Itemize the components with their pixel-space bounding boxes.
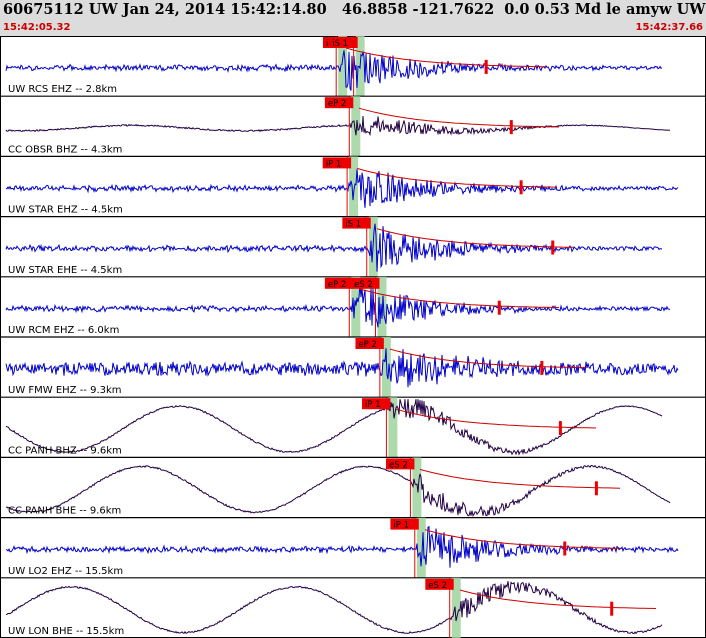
coda-fit-curve <box>395 408 597 429</box>
coda-duration-marker <box>519 180 523 195</box>
trace-row[interactable]: eP 2 eS 2 UW RCM EHZ -- 6.0km <box>5 276 671 337</box>
phase-pick-label: eS 2 <box>354 280 373 290</box>
phase-pick-label: eS 2 <box>389 460 408 470</box>
station-label: CC OBSR BHZ -- 4.3km <box>8 144 122 155</box>
phase-pick-flag[interactable] <box>386 458 415 470</box>
coda-duration-marker <box>610 601 614 616</box>
coda-fit-curve <box>345 47 547 68</box>
amplitude-window-band <box>349 156 359 217</box>
trace-row[interactable]: eS 2 UW LON BHE -- 15.5km <box>5 577 663 638</box>
coda-fit-curve <box>376 228 574 248</box>
coda-duration-marker <box>540 360 544 375</box>
station-label: UW STAR EHZ -- 4.5km <box>8 205 123 216</box>
phase-pick-label: iS 1 <box>332 39 348 49</box>
waveform-trace <box>5 581 663 635</box>
phase-pick-label: iS 1 <box>345 220 361 230</box>
trace-row[interactable]: iP 1 UW STAR EHZ -- 4.5km <box>5 156 679 217</box>
waveform-trace <box>5 399 663 456</box>
coda-fit-curve <box>459 589 657 609</box>
trace-row[interactable]: iS 1 UW STAR EHE -- 4.5km <box>5 216 663 277</box>
waveform-trace <box>5 284 671 328</box>
coda-duration-marker <box>551 240 555 255</box>
amplitude-window-band <box>351 96 361 157</box>
phase-pick-label: eP 2 <box>328 99 346 109</box>
coda-fit-curve <box>419 468 621 489</box>
phase-pick-label: iP 1 <box>326 159 342 169</box>
waveform-trace <box>5 169 679 208</box>
station-label: UW RCS EHZ -- 2.8km <box>8 84 117 95</box>
station-label: CC PANH BHZ -- 9.6km <box>8 445 122 456</box>
amplitude-window-band <box>388 397 398 458</box>
phase-pick-flag[interactable] <box>342 217 371 229</box>
trace-row[interactable]: iP 1 CC PANH BHZ -- 9.6km <box>5 397 663 458</box>
station-label: CC PANH BHE -- 9.6km <box>8 506 121 517</box>
coda-fit-curve <box>356 167 558 188</box>
phase-pick-flag[interactable] <box>425 578 454 590</box>
station-label: UW LON BHE -- 15.5km <box>8 626 124 637</box>
event-summary-title: 60675112 UW Jan 24, 2014 15:42:14.80 46.… <box>3 1 706 18</box>
phase-pick-flag[interactable] <box>351 277 380 289</box>
coda-fit-curve <box>358 288 560 309</box>
waveform-trace <box>5 348 679 388</box>
window-end-time: 15:42:37.66 <box>635 22 703 33</box>
coda-fit-curve <box>424 529 622 549</box>
phase-pick-flag[interactable] <box>322 157 352 169</box>
coda-duration-marker <box>563 541 567 556</box>
trace-row[interactable]: iP 1 UW LO2 EHZ -- 15.5km <box>5 517 679 578</box>
phase-pick-label: eP 2 <box>328 280 346 290</box>
waveform-trace <box>5 115 670 137</box>
coda-fit-curve <box>358 107 560 128</box>
station-label: UW FMW EHZ -- 9.3km <box>8 385 122 396</box>
trace-row[interactable]: eS 2 CC PANH BHE -- 9.6km <box>6 457 671 518</box>
phase-pick-flag[interactable] <box>329 37 358 48</box>
trace-row[interactable]: eP 2 CC OBSR BHZ -- 4.3km <box>5 96 670 157</box>
phase-pick-flag[interactable] <box>324 277 354 289</box>
amplitude-window-band <box>351 276 361 337</box>
coda-duration-marker <box>558 421 562 436</box>
amplitude-window-band <box>338 36 348 97</box>
window-start-time: 15:42:05.32 <box>3 22 71 33</box>
coda-duration-marker <box>509 120 513 135</box>
coda-duration-marker <box>484 59 488 74</box>
station-label: UW STAR EHE -- 4.5km <box>8 265 122 276</box>
phase-pick-label: eP 2 <box>358 340 376 350</box>
phase-pick-flag[interactable] <box>362 398 391 410</box>
coda-duration-marker <box>497 300 501 315</box>
phase-pick-label: iP 1 <box>393 521 409 531</box>
trace-row[interactable]: eP 2 UW FMW EHZ -- 9.3km <box>5 337 679 398</box>
phase-pick-label: iP 1 <box>365 400 381 410</box>
event-header: 60675112 UW Jan 24, 2014 15:42:14.80 46.… <box>0 0 706 36</box>
phase-pick-flag[interactable] <box>355 338 384 349</box>
waveform-trace <box>6 464 671 517</box>
amplitude-window-band <box>377 276 387 337</box>
coda-fit-curve <box>389 348 587 369</box>
phase-pick-flag[interactable] <box>324 97 354 109</box>
amplitude-window-band <box>451 577 461 638</box>
trace-row[interactable]: iPiS 1UW RCS EHZ -- 2.8km <box>5 36 663 97</box>
station-label: UW RCM EHZ -- 6.0km <box>8 325 119 336</box>
phase-pick-flag[interactable] <box>390 518 419 530</box>
amplitude-window-band <box>416 517 426 578</box>
phase-pick-label: eS 2 <box>428 581 447 591</box>
station-label: UW LO2 EHZ -- 15.5km <box>8 566 123 577</box>
waveform-trace <box>5 50 663 91</box>
coda-duration-marker <box>594 481 598 496</box>
